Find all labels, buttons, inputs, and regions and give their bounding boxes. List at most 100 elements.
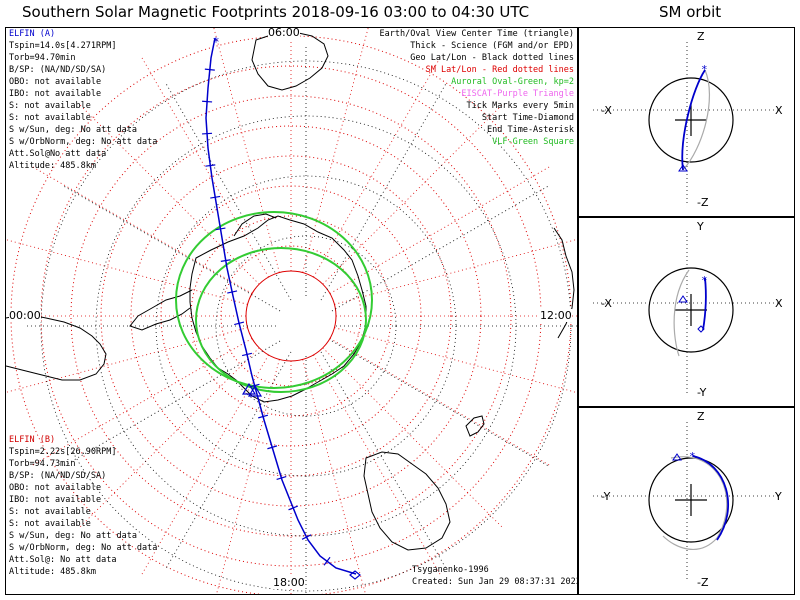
- track-tick-mark: [227, 290, 238, 294]
- sm-lon-spoke: [6, 327, 248, 393]
- sm-lon-spoke: [6, 239, 248, 305]
- sm-polar-circle: [245, 270, 337, 362]
- track-tick-mark: [204, 68, 215, 71]
- track-tick-mark: [234, 321, 245, 326]
- sm-lon-spoke: [322, 103, 504, 285]
- sm-lon-spoke: [30, 165, 253, 294]
- auroral-oval-outer: [175, 211, 373, 389]
- axis-label-right: X: [775, 104, 783, 117]
- axis-label-top: Z: [697, 410, 705, 423]
- axis-label-bottom: -Z: [697, 196, 709, 209]
- sm-lon-spoke: [140, 354, 269, 577]
- view-center-triangle-a: [241, 382, 257, 395]
- time-label-bottom: 18:00: [273, 576, 305, 589]
- earth-circle: [648, 457, 734, 543]
- orbit-panel-xy: * Y -Y -X X: [578, 217, 795, 407]
- axis-label-top: Y: [697, 220, 704, 233]
- axis-label-bottom: -Z: [697, 576, 709, 589]
- geo-lon-spoke: [331, 340, 549, 467]
- elfin-b-line: Altitude: 485.8km: [9, 567, 96, 577]
- orbit-track: [692, 455, 729, 541]
- track-tick-mark: [267, 445, 278, 450]
- track-tick-mark: [276, 476, 287, 481]
- elfin-a-line: B/SP: (NA/ND/SD/SA): [9, 65, 107, 75]
- orbit-track: [702, 277, 707, 331]
- geo-lat-ring: [40, 60, 572, 592]
- elfin-a-footprint-track: [205, 37, 357, 575]
- sm-lon-spoke: [78, 347, 260, 529]
- track-tick-mark: [205, 164, 216, 167]
- sm-lon-spoke: [313, 55, 442, 278]
- orbit-title: SM orbit: [659, 3, 722, 21]
- elfin-a-line: Tspin=14.0s[4.271RPM]: [9, 41, 117, 51]
- time-label-left: 00:00: [9, 309, 41, 322]
- track-tick-mark: [215, 227, 226, 231]
- orbit-panel-yz: * Z -Z -Y Y: [578, 407, 795, 595]
- sm-lon-spoke: [216, 359, 280, 594]
- geo-lon-spoke: [63, 185, 281, 312]
- elfin-b-line: B/SP: (NA/ND/SD/SA): [9, 471, 107, 481]
- sm-lon-spoke: [334, 327, 577, 394]
- orbit-plot-xz: *: [593, 42, 781, 204]
- elfin-b-line: Att.Sol@: No att data: [9, 555, 117, 565]
- geo-lon-spoke: [331, 185, 549, 312]
- geo-lon-spoke: [320, 83, 447, 301]
- legend-item: EISCAT-Purple Triangle: [461, 89, 574, 99]
- orbit-ground-track: [673, 269, 690, 357]
- new-zealand-coastline: [465, 415, 485, 437]
- elfin-a-line: S w/Sun, deg: No att data: [9, 125, 137, 135]
- elfin-a-line: OBO: not available: [9, 77, 102, 87]
- elfin-b-line: S w/Sun, deg: No att data: [9, 531, 137, 541]
- sm-lat-ring: [70, 95, 512, 537]
- legend-item: Geo Lat/Lon - Black dotted lines: [410, 53, 574, 63]
- elfin-a-line: S: not available: [9, 101, 91, 111]
- legend-item: VLF-Green Square: [492, 137, 574, 147]
- elfin-a-line: S: not available: [9, 113, 91, 123]
- axis-label-bottom: -Y: [697, 386, 707, 399]
- track-tick-mark: [242, 352, 253, 357]
- elfin-a-line: IBO: not available: [9, 89, 102, 99]
- geo-lon-spoke: [165, 83, 292, 301]
- geo-lon-spoke: [63, 340, 281, 467]
- sm-lat-ring: [130, 155, 452, 477]
- orbit-end-asterisk: *: [701, 274, 708, 287]
- elfin-b-line: S: not available: [9, 507, 91, 517]
- orbit-view-triangle: [678, 295, 688, 303]
- australia-coastline: [363, 451, 451, 551]
- orbit-start-diamond: [697, 325, 705, 333]
- track-tick-mark: [323, 556, 331, 566]
- time-label-top: 06:00: [268, 27, 300, 39]
- orbit-panel-xz: * Z -Z -X X: [578, 27, 795, 217]
- south-america-coastline: [6, 313, 107, 381]
- orbit-end-asterisk: *: [689, 450, 696, 463]
- figure-title: Southern Solar Magnetic Footprints 2018-…: [22, 3, 530, 21]
- weddell-coast: [233, 213, 277, 237]
- legend-item: Tick Marks every 5min: [466, 101, 574, 111]
- elfin-b-line: Torb=94.73min: [9, 459, 76, 469]
- elfin-a-tick-marks: [202, 68, 331, 566]
- axis-label-left: -X: [601, 104, 612, 117]
- track-tick-mark: [202, 132, 213, 135]
- elfin-a-line: Altitude: 485.8km: [9, 161, 96, 171]
- sm-lon-spoke: [302, 28, 369, 273]
- sm-lon-spoke: [213, 28, 280, 273]
- sm-lon-spoke: [334, 238, 577, 305]
- legend-item: End Time-Asterisk: [487, 125, 574, 135]
- geo-lon-spoke: [320, 351, 447, 569]
- sm-lon-spoke: [140, 55, 269, 278]
- track-tick-mark: [210, 195, 221, 199]
- sm-lon-spoke: [322, 347, 504, 529]
- geo-lon-spoke: [165, 351, 292, 569]
- orbit-plot-yz: *: [593, 422, 781, 582]
- sm-lon-spoke: [30, 338, 253, 467]
- time-label-right: 12:00: [540, 309, 572, 322]
- elfin-a-name: ELFIN (A): [9, 29, 56, 39]
- auroral-oval-inner: [195, 247, 367, 393]
- orbit-end-asterisk: *: [701, 63, 708, 76]
- track-tick-mark: [202, 100, 213, 103]
- elfin-b-line: OBO: not available: [9, 483, 102, 493]
- elfin-b-name: ELFIN (B): [9, 435, 56, 445]
- view-center-triangle-b: [247, 384, 263, 397]
- sm-lon-spoke: [329, 165, 552, 294]
